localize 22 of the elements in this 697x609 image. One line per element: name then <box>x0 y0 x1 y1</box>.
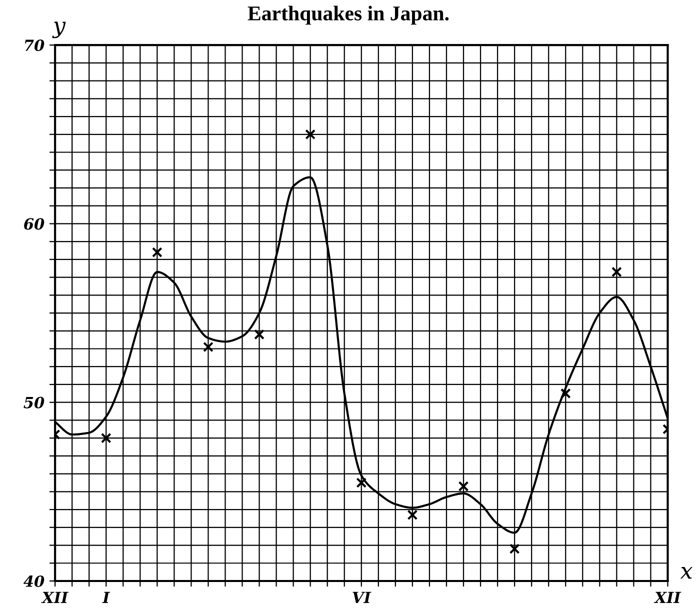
y-tick-label: 40 <box>23 575 44 588</box>
y-axis-title: y <box>52 22 66 38</box>
x-tick-label: VI <box>352 592 372 604</box>
point <box>509 544 520 554</box>
x-tick-label: XII <box>41 592 69 604</box>
point <box>254 329 264 340</box>
y-tick-label: 70 <box>24 40 44 52</box>
y-tick-label: 60 <box>24 218 44 230</box>
point <box>203 342 214 352</box>
x-tick-label: I <box>102 592 110 604</box>
y-tick-label: 50 <box>24 396 44 408</box>
point <box>458 481 469 492</box>
point <box>611 266 622 278</box>
point <box>356 478 367 488</box>
point <box>560 388 571 399</box>
point <box>152 247 162 258</box>
point <box>100 432 112 444</box>
x-tick-label: XII <box>654 592 682 604</box>
x-axis-title: x <box>680 567 692 579</box>
chart-title: Earthquakes in Japan. <box>248 6 449 25</box>
point <box>407 510 418 520</box>
point <box>305 129 316 140</box>
